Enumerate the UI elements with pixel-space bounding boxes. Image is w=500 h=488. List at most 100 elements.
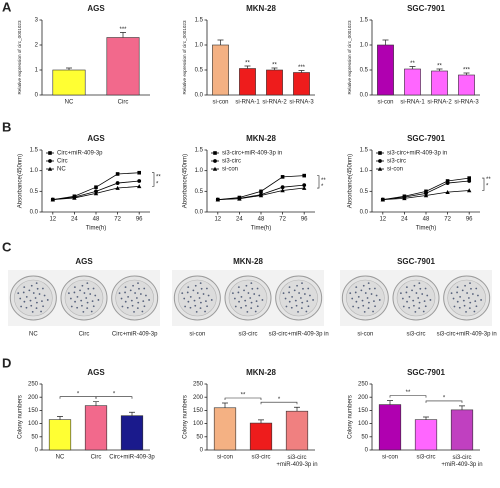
bar [48, 419, 72, 451]
point [137, 170, 141, 175]
significance: *** [298, 65, 306, 71]
y-tick-label: 0.5 [195, 189, 204, 195]
colony [247, 292, 250, 294]
error-bar [409, 66, 416, 69]
colony [402, 305, 405, 308]
point [137, 184, 142, 189]
error-bar [436, 68, 443, 71]
colony [41, 287, 44, 290]
y-tick-label: 1.5 [195, 148, 204, 154]
colony [373, 287, 376, 290]
colony [83, 292, 86, 294]
y-tick-label: 0.0 [195, 210, 204, 216]
legend-marker [378, 159, 382, 163]
colony [309, 294, 311, 297]
legend-label: NC [57, 167, 66, 173]
colony [297, 310, 299, 313]
x-tick-label: Circ+miR-409-3p [109, 455, 155, 461]
y-tick-label: 0.0 [360, 93, 369, 99]
x-tick-label: si-con [382, 455, 398, 461]
colony [413, 304, 415, 307]
colony [141, 310, 144, 313]
bar [52, 69, 86, 96]
panel-label: D [2, 355, 11, 370]
colony [20, 305, 23, 308]
y-tick-label: 0 [35, 448, 39, 454]
colony [205, 287, 208, 290]
y-axis-label: Absorbance(450nm) [18, 154, 24, 208]
colony [471, 293, 474, 295]
colony [418, 307, 421, 310]
colony [207, 294, 210, 297]
x-tick-label: NC [56, 455, 65, 461]
significance: ** [156, 174, 161, 180]
legend-label: si3-circ [222, 159, 241, 165]
colony [301, 282, 303, 285]
colony [238, 300, 240, 303]
x-axis-label: Time(h) [416, 226, 436, 232]
x-tick-label: 72 [114, 217, 121, 223]
colony [362, 304, 365, 307]
legend-label: si3-circ+miR-409-3p in [387, 151, 447, 157]
y-tick-label: 150 [28, 408, 39, 414]
x-tick-label: si-RNA-1 [235, 100, 260, 106]
point [280, 175, 285, 179]
x-axis-label: Time(h) [251, 226, 271, 232]
colony [291, 295, 294, 298]
colony [250, 301, 253, 304]
bracket-label: ** [406, 390, 411, 396]
x-tick-label: 96 [136, 217, 143, 223]
colony [29, 299, 32, 302]
colony [468, 307, 471, 310]
colony [120, 297, 123, 300]
plate-group-title: SGC-7901 [397, 257, 435, 266]
colony [475, 287, 478, 290]
colony [86, 282, 89, 285]
colony [237, 286, 240, 288]
colony [196, 292, 199, 294]
colony [408, 295, 411, 298]
y-tick-label: 150 [358, 408, 369, 414]
colony [25, 295, 28, 298]
bar [249, 422, 273, 451]
colony [42, 305, 44, 308]
colony [73, 291, 76, 294]
colony [367, 307, 370, 310]
chart-title: SGC-7901 [407, 134, 445, 143]
error-bar [382, 39, 389, 45]
colony [249, 297, 252, 299]
point [93, 191, 99, 196]
error-bar [423, 416, 429, 420]
colony [312, 299, 314, 301]
colony [137, 282, 139, 285]
chart-title: AGS [87, 134, 105, 143]
colony [456, 291, 458, 294]
point [467, 179, 472, 183]
colony [36, 287, 39, 290]
colony [462, 299, 465, 302]
colony [87, 287, 90, 290]
x-tick-label: 48 [93, 217, 100, 223]
legend-marker [377, 166, 383, 171]
significance: *** [119, 27, 127, 33]
colony [199, 282, 202, 285]
bar [266, 69, 283, 96]
x-tick-label: Circ [118, 100, 129, 106]
plate-group-title: AGS [75, 257, 93, 266]
colony [290, 306, 293, 309]
colony [466, 292, 469, 294]
colony [181, 292, 184, 295]
point [445, 179, 450, 183]
colony [124, 291, 126, 294]
colony [458, 306, 461, 309]
colony [453, 305, 456, 308]
colony [255, 300, 258, 303]
colony [205, 300, 207, 303]
point [467, 176, 471, 180]
legend-marker [213, 159, 217, 163]
plate-label: si3-circ [239, 332, 258, 338]
colony [204, 310, 206, 313]
colony [193, 299, 196, 302]
colony [23, 286, 26, 288]
colony [426, 294, 429, 297]
